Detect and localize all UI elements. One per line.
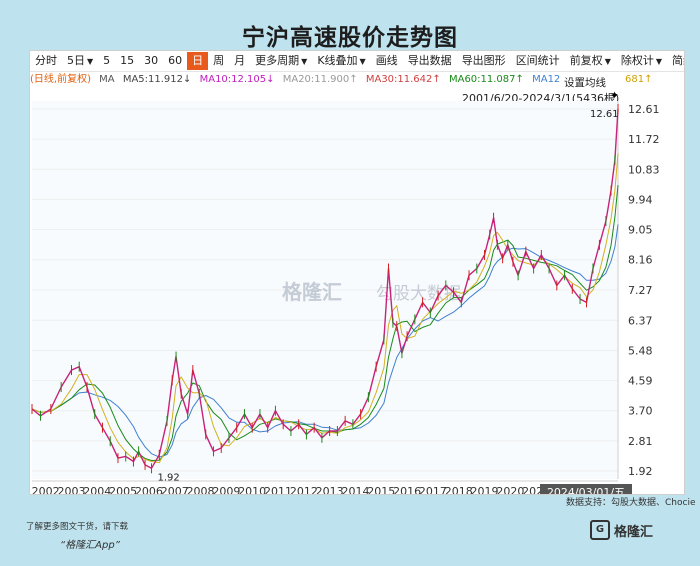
toolbar-item-2[interactable]: 5 — [103, 54, 111, 67]
high-annotation: 12.61 — [590, 109, 619, 120]
chevron-down-icon[interactable]: ▼ — [359, 56, 366, 66]
ma-setting-button[interactable]: 设置均线 — [560, 75, 610, 90]
y-tick-label: 4.59 — [628, 375, 653, 388]
y-tick-label: 5.48 — [628, 344, 653, 357]
x-tick-label: 2018 — [445, 485, 473, 494]
x-tick-label: 2005 — [109, 485, 137, 494]
x-tick-label: 2019 — [471, 485, 499, 494]
y-tick-label: 9.94 — [628, 193, 653, 206]
download-note: 了解更多图文干货，请下载 — [26, 522, 129, 532]
toolbar-item-13[interactable]: 导出图形 — [461, 54, 506, 67]
pin-icon[interactable]: ✦ — [610, 89, 620, 102]
legend-ma10: MA10:12.105↓ — [199, 74, 275, 85]
watermark-brand: 格隆汇 — [282, 280, 342, 304]
legend-ma5: MA5:11.912↓ — [122, 74, 192, 85]
toolbar-item-5[interactable]: 60 — [168, 54, 183, 67]
toolbar-item-3[interactable]: 15 — [120, 54, 135, 67]
toolbar-item-11[interactable]: 画线 — [375, 54, 398, 67]
x-tick-label: 2014 — [341, 485, 369, 494]
y-tick-label: 12.61 — [628, 103, 660, 116]
x-tick-label: 2013 — [316, 485, 344, 494]
legend-prefix: (日线,前复权) — [30, 74, 91, 85]
legend-ma20: MA20:11.900↑ — [282, 74, 358, 85]
x-tick-label: 2016 — [393, 485, 421, 494]
toolbar-item-10[interactable]: K线叠加 ▼ — [317, 53, 366, 67]
y-tick-label: 2.81 — [628, 435, 653, 448]
y-tick-label: 1.92 — [628, 465, 653, 478]
y-tick-label: 3.70 — [628, 405, 653, 418]
low-annotation: 1.92 — [158, 472, 180, 483]
chevron-down-icon[interactable]: ▼ — [655, 56, 662, 66]
chart-toolbar: 分时 5日 ▼ 5 15 30 60 日周月更多周期 ▼ K线叠加 ▼ 画线 导出数据 导出图形 区间统计前… — [30, 51, 684, 72]
x-tick-label: 2002 — [32, 485, 60, 494]
x-tick-label: 2004 — [83, 485, 111, 494]
legend-tail: 681↑ — [625, 74, 653, 85]
toolbar-item-16[interactable]: 除权计 ▼ — [620, 53, 662, 67]
toolbar-item-1[interactable]: 5日 ▼ — [67, 53, 94, 67]
x-tick-label: 2009 — [212, 485, 240, 494]
data-source: 数据支持：勾股大数据、Chocie — [566, 498, 696, 508]
x-tick-label: 2020 — [496, 485, 524, 494]
toolbar-item-15[interactable]: 前复权 ▼ — [569, 53, 611, 67]
x-tick-label: 2021 — [522, 485, 550, 494]
brand-logo: G 格隆汇 — [590, 520, 653, 540]
current-date-box — [540, 484, 632, 494]
y-tick-label: 7.27 — [628, 284, 653, 297]
chevron-down-icon[interactable]: ▼ — [604, 56, 611, 66]
toolbar-item-6[interactable]: 日 — [187, 52, 209, 70]
series-ma30-line — [31, 153, 619, 464]
toolbar-item-12[interactable]: 导出数据 — [407, 54, 452, 67]
x-tick-label: 2012 — [290, 485, 318, 494]
page-title: 宁沪高速股价走势图 — [242, 25, 458, 51]
legend-ma60: MA60:11.087↑ — [448, 74, 524, 85]
logo-g-icon: G — [590, 520, 610, 540]
x-tick-label: 2011 — [264, 485, 292, 494]
toolbar-item-4[interactable]: 30 — [144, 54, 159, 67]
toolbar-item-0[interactable]: 分时 — [35, 54, 57, 67]
toolbar-item-8[interactable]: 月 — [234, 54, 246, 67]
logo-text: 格隆汇 — [614, 524, 654, 540]
x-tick-label: 2015 — [367, 485, 395, 494]
x-tick-label: 2007 — [161, 485, 189, 494]
toolbar-item-17[interactable]: 简约版面 — [672, 54, 684, 67]
chevron-down-icon[interactable]: ▼ — [301, 56, 308, 66]
x-tick-label: 2008 — [187, 485, 215, 494]
app-name: “格隆汇App” — [60, 540, 120, 551]
current-date-label: 2024/03/01/五 — [547, 486, 625, 494]
x-tick-label: 2017 — [419, 485, 447, 494]
toolbar-item-9[interactable]: 更多周期 ▼ — [255, 53, 308, 67]
legend-ma: MA — [99, 74, 115, 85]
series-ma60-line — [31, 185, 619, 461]
y-tick-label: 8.16 — [628, 254, 653, 267]
x-tick-label: 2010 — [238, 485, 266, 494]
legend-ma30: MA30:11.642↑ — [365, 74, 441, 85]
x-tick-label: 2003 — [57, 485, 85, 494]
chart-frame: 分时 5日 ▼ 5 15 30 60 日周月更多周期 ▼ K线叠加 ▼ 画线 导出数据 导出图形 区间统计前… — [29, 50, 685, 495]
y-tick-label: 9.05 — [628, 224, 653, 237]
toolbar-item-7[interactable]: 周 — [213, 54, 225, 67]
y-tick-label: 11.72 — [628, 133, 660, 146]
chevron-down-icon[interactable]: ▼ — [87, 56, 94, 66]
price-chart: 12.61 11.72 10.83 9.94 9.05 8.16 7.27 6.37 5.48 4… — [31, 101, 660, 494]
x-tick-label: 2006 — [135, 485, 163, 494]
y-tick-label: 6.37 — [628, 314, 653, 327]
toolbar-item-14[interactable]: 区间统计 — [515, 54, 560, 67]
watermark-name: 勾股大数据 — [376, 284, 461, 304]
y-tick-label: 10.83 — [628, 163, 660, 176]
